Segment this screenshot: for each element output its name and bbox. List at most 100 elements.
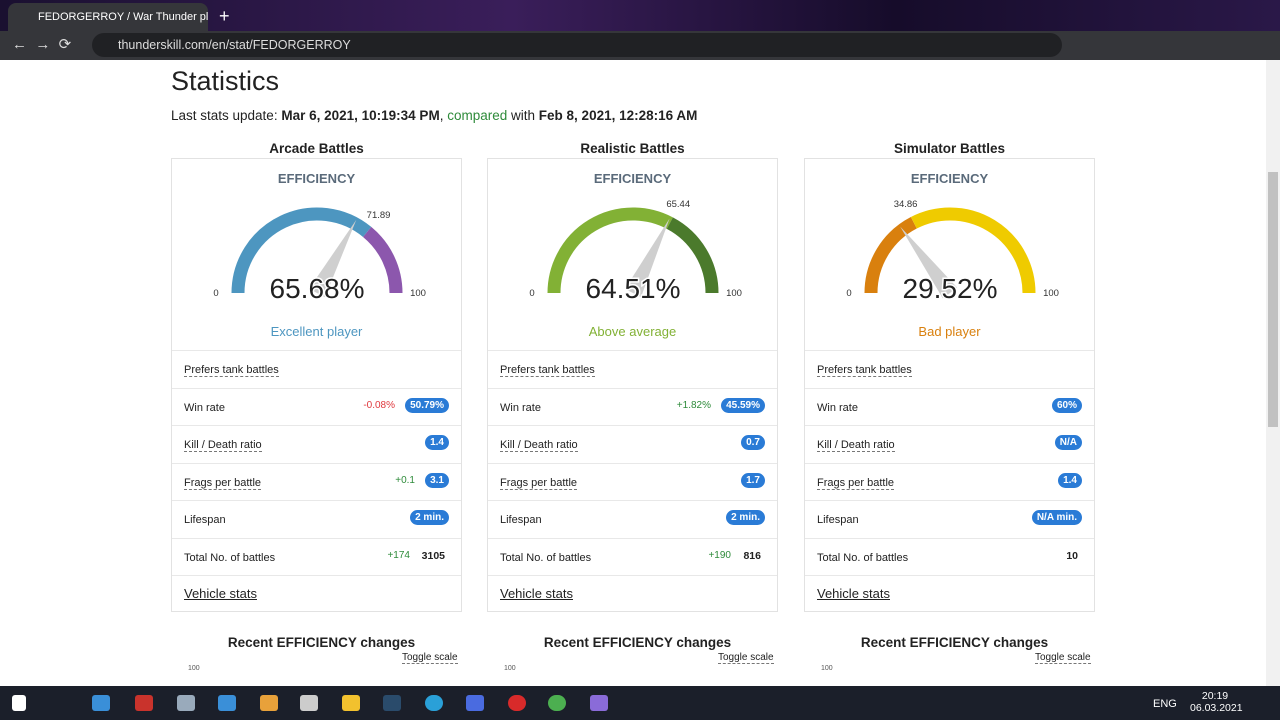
toggle-scale[interactable]: Toggle scale	[718, 652, 774, 664]
clock[interactable]: 20:19 06.03.2021	[1190, 690, 1243, 714]
marker-label: 34.86	[894, 199, 918, 210]
date: 06.03.2021	[1190, 702, 1243, 714]
panel-title: Arcade Battles	[269, 141, 364, 156]
text: with	[511, 108, 536, 123]
row: Lifespan N/A min.	[805, 500, 1094, 538]
row: Win rate 50.79% -0.08%	[172, 387, 461, 426]
rating: Above average	[588, 324, 677, 339]
row-label: Lifespan	[500, 514, 542, 526]
vehicle-stats-link[interactable]: Vehicle stats	[184, 586, 257, 601]
row: Lifespan 2 min.	[488, 500, 777, 538]
gauge: 34.86 0 100 29.52%	[846, 199, 1059, 306]
row-label[interactable]: Kill / Death ratio	[817, 439, 895, 452]
gauge-min: 0	[213, 288, 218, 299]
row-label: Win rate	[500, 401, 541, 414]
vehicle-stats-link[interactable]: Vehicle stats	[500, 586, 573, 601]
link[interactable]: compared	[447, 108, 508, 123]
gauge-arc	[547, 207, 673, 294]
change: -0.08%	[363, 399, 395, 411]
app-icon[interactable]	[135, 695, 153, 711]
app-icon[interactable]	[383, 695, 401, 711]
row-label[interactable]: Frags per battle	[184, 476, 262, 490]
change: +1.82%	[676, 399, 711, 411]
tab[interactable]: FEDORGERROY / War Thunder pl	[8, 3, 208, 31]
badge: 1.4	[1058, 472, 1082, 488]
app-icon[interactable]	[548, 695, 566, 711]
gauge-needle	[624, 218, 670, 297]
row-label: Lifespan	[184, 514, 226, 526]
language[interactable]: ENG	[1153, 698, 1177, 710]
row-label[interactable]: Kill / Death ratio	[184, 439, 262, 452]
update-line: Last stats update: Mar 6, 2021, 10:19:34…	[171, 108, 698, 123]
row: Total No. of battles 816 +190	[488, 537, 777, 576]
gauge-arc	[362, 226, 403, 294]
row-label[interactable]: Prefers tank battles	[817, 364, 912, 377]
row: Kill / Death ratio 0.7	[488, 425, 777, 463]
row-label[interactable]: Frags per battle	[817, 476, 895, 490]
row: Prefers tank battles	[805, 350, 1094, 388]
change: +190	[708, 549, 731, 561]
app-icon[interactable]	[508, 695, 526, 711]
row-label: Win rate	[184, 401, 225, 414]
row-label[interactable]: Prefers tank battles	[500, 364, 595, 377]
gauge-max: 100	[410, 288, 426, 299]
badge: 2 min.	[410, 510, 449, 525]
toggle-scale[interactable]: Toggle scale	[402, 652, 458, 664]
taskbar: ENG 20:19 06.03.2021	[0, 686, 1280, 720]
scroll-thumb[interactable]	[1268, 172, 1278, 427]
start[interactable]	[12, 695, 26, 711]
nav-buttons[interactable]: ← → ⟳	[12, 36, 72, 53]
toggle-scale[interactable]: Toggle scale	[1035, 652, 1091, 664]
panel: EFFICIENCY 34.86 0 100 29.52% Bad player Prefe…	[804, 158, 1095, 612]
row-label[interactable]: Kill / Death ratio	[500, 439, 578, 452]
app-icon[interactable]	[342, 695, 360, 711]
badge: 2 min.	[726, 510, 765, 525]
recent-title: Recent EFFICIENCY changes	[860, 635, 1049, 650]
row-label[interactable]: Prefers tank battles	[184, 364, 279, 377]
recent-title: Recent EFFICIENCY changes	[227, 635, 416, 650]
app-icon[interactable]	[425, 695, 443, 711]
recent-title: Recent EFFICIENCY changes	[543, 635, 732, 650]
row-label: Lifespan	[817, 514, 859, 526]
gauge-max: 100	[726, 288, 742, 299]
row-label[interactable]: Frags per battle	[500, 476, 578, 490]
app-icon[interactable]	[300, 695, 318, 711]
y-tick-label: 100	[504, 665, 516, 672]
rating: Bad player	[918, 324, 981, 339]
text: Last stats update:	[171, 108, 278, 123]
app-icon[interactable]	[590, 695, 608, 711]
gauge-arc	[910, 207, 1036, 294]
app-icon[interactable]	[466, 695, 484, 711]
scrollbar[interactable]	[1266, 60, 1280, 686]
badge: 60%	[1051, 397, 1082, 413]
row: Kill / Death ratio 1.4	[172, 425, 461, 463]
efficiency-label: EFFICIENCY	[277, 171, 356, 186]
row-label: Win rate	[817, 401, 858, 414]
app-icon[interactable]	[177, 695, 195, 711]
marker-label: 71.89	[367, 210, 391, 221]
row: Total No. of battles 10	[805, 537, 1094, 576]
gauge-needle	[900, 226, 958, 299]
row: Win rate 45.59% +1.82%	[488, 387, 777, 426]
row: Vehicle stats	[488, 575, 777, 613]
vehicle-stats-link[interactable]: Vehicle stats	[817, 586, 890, 601]
app-icon[interactable]	[92, 695, 110, 711]
row: Frags per battle 3.1 +0.1	[172, 462, 461, 501]
badge: N/A	[1054, 435, 1082, 450]
gauge-value: 64.51%	[586, 273, 681, 304]
app-icon[interactable]	[260, 695, 278, 711]
app-icon[interactable]	[218, 695, 236, 711]
row: Lifespan 2 min.	[172, 500, 461, 538]
value: 3105	[421, 549, 445, 562]
row: Prefers tank battles	[172, 350, 461, 388]
date: Feb 8, 2021, 12:28:16 AM	[538, 108, 698, 123]
row: Kill / Death ratio N/A	[805, 425, 1094, 463]
value: 10	[1066, 549, 1078, 562]
new-tab[interactable]: +	[219, 6, 230, 26]
address-bar[interactable]: thunderskill.com/en/stat/FEDORGERROY	[92, 33, 1062, 57]
marker-label: 65.44	[666, 199, 690, 210]
gauge-arc	[231, 207, 372, 294]
gauge: 71.89 0 100 65.68%	[213, 207, 426, 306]
row: Vehicle stats	[172, 575, 461, 613]
